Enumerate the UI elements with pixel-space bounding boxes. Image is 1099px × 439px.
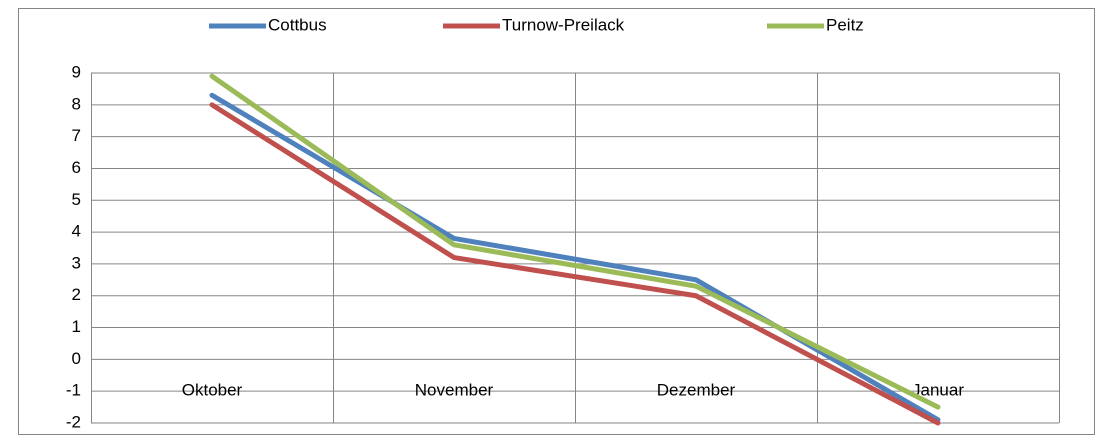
x-tick-label: Oktober: [182, 380, 243, 399]
x-tick-label: November: [415, 380, 494, 399]
chart-frame: [18, 8, 1095, 435]
y-tick-label: 0: [72, 349, 81, 368]
series-line: [209, 102, 941, 426]
y-tick-label: 1: [72, 317, 81, 336]
series-line: [209, 73, 941, 410]
y-tick-label: 8: [72, 94, 81, 113]
y-tick-label: 3: [72, 253, 81, 272]
y-tick-label: 5: [72, 190, 81, 209]
y-tick-label: -1: [66, 381, 81, 400]
legend-label: Peitz: [826, 15, 864, 34]
y-tick-label: 9: [72, 62, 81, 81]
y-tick-label: 7: [72, 126, 81, 145]
legend-label: Cottbus: [268, 15, 327, 34]
y-tick-label: -2: [66, 412, 81, 431]
series-line: [209, 92, 941, 423]
y-tick-label: 2: [72, 285, 81, 304]
legend-label: Turnow-Preilack: [502, 15, 625, 34]
x-tick-label: Dezember: [657, 380, 736, 399]
y-tick-label: 6: [72, 158, 81, 177]
x-tick-label: Januar: [912, 380, 964, 399]
y-tick-label: 4: [72, 222, 81, 241]
